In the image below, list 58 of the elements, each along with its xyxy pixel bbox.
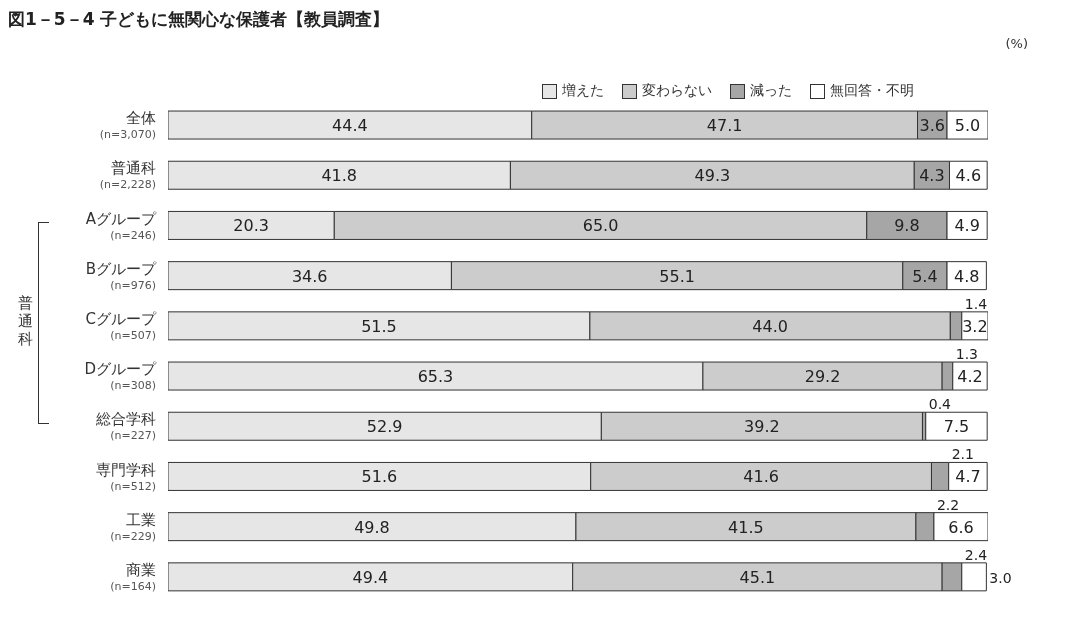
data-label: 34.6 xyxy=(291,266,328,286)
bar xyxy=(925,411,988,441)
data-label: 4.6 xyxy=(955,166,982,186)
data-label: 45.1 xyxy=(739,567,776,587)
data-label: 1.4 xyxy=(964,295,988,312)
data-label: 44.4 xyxy=(332,116,368,136)
data-label: 65.3 xyxy=(417,367,454,387)
data-label: 41.6 xyxy=(743,467,779,487)
data-label: 52.9 xyxy=(366,417,403,437)
data-label: 55.1 xyxy=(659,266,695,286)
data-label: 51.5 xyxy=(361,316,397,336)
data-label: 0.4 xyxy=(928,396,952,413)
data-label: 44.0 xyxy=(752,316,788,336)
data-label: 4.2 xyxy=(957,367,983,387)
legend-label: 増えた xyxy=(561,82,604,100)
data-label: 4.8 xyxy=(953,266,980,286)
data-label: 49.3 xyxy=(694,166,731,186)
data-label: 5.0 xyxy=(954,116,981,136)
data-label: 5.4 xyxy=(912,266,938,286)
data-label: 29.2 xyxy=(804,367,841,387)
legend-label: 減った xyxy=(749,82,792,100)
y-tick-label: 専門学科 (n=512) xyxy=(96,460,156,493)
data-label: 4.7 xyxy=(955,467,981,487)
data-label: 9.8 xyxy=(894,216,920,236)
data-label: 20.3 xyxy=(233,216,269,236)
data-label: 3.0 xyxy=(989,569,1012,586)
data-label: 4.3 xyxy=(919,166,945,186)
data-label: 2.4 xyxy=(964,546,988,563)
y-tick-label: 全体 (n=3,070) xyxy=(99,109,156,142)
data-label: 4.9 xyxy=(954,216,980,236)
data-label: 51.6 xyxy=(361,467,398,487)
data-label: 2.2 xyxy=(936,496,960,513)
y-tick-label: Cグループ (n=507) xyxy=(85,309,157,342)
data-label: 47.1 xyxy=(706,116,743,136)
data-label: 2.1 xyxy=(951,446,974,463)
y-tick-label: 工業 (n=229) xyxy=(110,510,156,543)
data-label: 49.4 xyxy=(352,567,389,587)
legend-label: 無回答・不明 xyxy=(829,82,914,100)
data-label: 49.8 xyxy=(354,517,390,537)
data-label: 39.2 xyxy=(744,417,780,437)
chart-title: 図1－5－4 子どもに無関心な保護者【教員調査】 xyxy=(8,8,391,31)
data-label: 41.8 xyxy=(321,166,358,186)
data-label: 3.2 xyxy=(962,316,988,336)
data-label: 6.6 xyxy=(948,517,974,537)
y-tick-label: Aグループ (n=246) xyxy=(85,209,157,242)
data-label: 7.5 xyxy=(943,417,970,437)
y-tick-label: 商業 (n=164) xyxy=(110,560,156,593)
text: (%) xyxy=(1005,36,1028,51)
text: 普通科 xyxy=(16,294,34,348)
data-label: 3.6 xyxy=(919,116,946,136)
data-label: 41.5 xyxy=(728,517,764,537)
y-tick-label: Dグループ (n=308) xyxy=(84,360,157,393)
y-tick-label: 総合学科 (n=227) xyxy=(95,410,156,443)
data-label: 65.0 xyxy=(582,216,619,236)
y-tick-label: 普通科 (n=2,228) xyxy=(99,159,156,192)
y-tick-label: Bグループ (n=976) xyxy=(85,259,157,292)
legend-label: 変わらない xyxy=(641,82,712,100)
data-label: 1.3 xyxy=(955,346,979,363)
